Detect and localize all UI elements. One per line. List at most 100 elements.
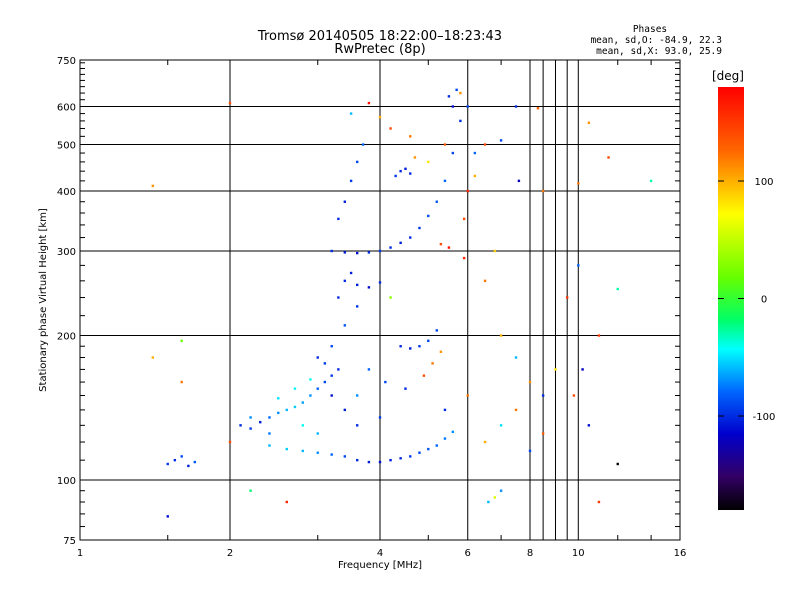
- chart-title-line1: Tromsø 20140505 18:22:00–18:23:43: [257, 29, 502, 44]
- data-point: [249, 489, 252, 492]
- data-point: [581, 368, 584, 371]
- data-point: [330, 249, 333, 253]
- data-point: [554, 368, 557, 371]
- data-point: [499, 334, 503, 337]
- data-point: [355, 251, 359, 255]
- data-point: [466, 394, 469, 397]
- data-point: [301, 449, 305, 453]
- data-point: [285, 500, 288, 504]
- x-tick-label: 2: [227, 548, 233, 559]
- data-point: [455, 88, 458, 92]
- data-point: [173, 458, 177, 462]
- data-point: [249, 416, 252, 419]
- data-point: [309, 394, 312, 397]
- data-point: [180, 455, 183, 458]
- data-point: [418, 226, 421, 230]
- data-point: [435, 444, 438, 447]
- chart-title-line2: RwPretec (8p): [334, 42, 425, 57]
- data-point: [409, 172, 412, 175]
- data-point: [597, 334, 601, 337]
- x-tick-label: 10: [572, 548, 585, 559]
- x-tick-label: 8: [527, 548, 533, 559]
- data-point: [389, 296, 392, 299]
- data-point: [268, 432, 271, 435]
- data-point: [285, 447, 288, 451]
- data-point: [409, 236, 412, 239]
- data-point: [277, 411, 280, 415]
- data-point: [462, 256, 466, 260]
- data-point: [355, 283, 359, 287]
- data-point: [330, 453, 333, 456]
- data-point: [378, 460, 382, 464]
- data-point: [514, 105, 518, 108]
- data-point: [394, 174, 397, 178]
- data-point: [330, 394, 333, 397]
- data-point: [384, 380, 387, 384]
- data-point: [367, 368, 371, 371]
- data-point: [193, 460, 197, 464]
- data-point: [427, 160, 430, 164]
- phases-o-stats: mean, sd,O: -84.9, 22.3: [590, 35, 722, 46]
- data-point: [323, 362, 327, 365]
- data-point: [316, 387, 319, 390]
- colorbar-label: [deg]: [712, 69, 744, 83]
- data-point: [316, 432, 319, 435]
- data-point: [349, 179, 353, 183]
- data-point: [349, 112, 353, 115]
- data-point: [249, 427, 252, 430]
- data-point: [435, 200, 438, 203]
- data-point: [427, 339, 430, 343]
- y-tick-label: 75: [63, 536, 76, 547]
- data-point: [451, 105, 455, 108]
- data-point: [517, 179, 521, 183]
- data-point: [239, 424, 242, 427]
- data-point: [228, 440, 232, 444]
- data-point: [404, 387, 407, 390]
- data-point: [409, 347, 412, 350]
- colorbar-tick-label: -100: [753, 412, 776, 423]
- data-point: [367, 251, 371, 254]
- data-point: [483, 440, 487, 444]
- data-point: [180, 380, 183, 384]
- y-tick-label: 200: [57, 332, 76, 343]
- y-axis-label: Stationary phase Virtual Height [km]: [38, 208, 49, 392]
- data-point: [443, 143, 447, 146]
- data-point: [285, 408, 288, 412]
- data-point: [483, 279, 487, 283]
- data-point: [166, 462, 169, 466]
- data-point: [577, 182, 580, 185]
- data-point: [649, 179, 653, 183]
- grid-lines: [80, 60, 680, 540]
- y-tick-label: 300: [57, 247, 76, 258]
- data-point: [378, 416, 382, 419]
- data-point: [473, 174, 477, 178]
- data-point: [343, 455, 347, 458]
- data-point: [316, 451, 319, 454]
- data-point: [367, 460, 371, 464]
- data-point: [378, 249, 382, 253]
- data-point: [268, 444, 271, 447]
- data-point: [514, 356, 518, 359]
- data-point: [616, 287, 619, 291]
- axis-ticks: 1 2 4 6 8 10 16 75 100 200 300 400 500 600 750: [57, 56, 686, 559]
- data-point: [349, 271, 353, 275]
- data-point: [330, 374, 333, 377]
- data-point: [528, 449, 532, 453]
- data-point: [259, 420, 262, 424]
- data-point: [323, 380, 327, 384]
- phases-label: Phases: [633, 24, 667, 35]
- data-point: [389, 458, 392, 462]
- data-point: [443, 408, 447, 412]
- data-point: [422, 374, 426, 377]
- data-point: [367, 101, 371, 105]
- data-point: [473, 151, 477, 155]
- data-point: [301, 401, 305, 404]
- y-tick-label: 600: [57, 103, 76, 114]
- data-point: [462, 217, 466, 221]
- data-point: [151, 184, 155, 188]
- data-point: [439, 350, 443, 353]
- data-point: [409, 135, 412, 138]
- data-point: [343, 251, 347, 254]
- data-point: [466, 105, 469, 108]
